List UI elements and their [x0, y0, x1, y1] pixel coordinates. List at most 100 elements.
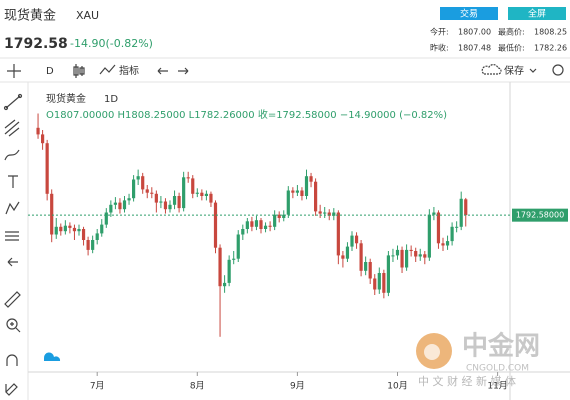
- candle-body: [145, 189, 149, 193]
- save-menu[interactable]: [529, 68, 537, 73]
- candle-body: [254, 220, 259, 227]
- stat-value: 1808.25: [534, 28, 567, 37]
- candle-body: [86, 240, 90, 250]
- candle-body: [241, 229, 245, 235]
- crosshair-tool[interactable]: [7, 64, 21, 78]
- indicators-button[interactable]: 指标: [119, 64, 139, 77]
- candle-body: [291, 190, 295, 193]
- legend-interval: 1D: [104, 94, 118, 105]
- candle-body: [195, 192, 199, 194]
- candle-body: [95, 233, 99, 240]
- candle-body: [359, 243, 363, 271]
- candle-body: [209, 193, 213, 203]
- candle-body: [332, 212, 336, 216]
- candle-body: [377, 273, 381, 290]
- interval-button[interactable]: D: [46, 66, 54, 77]
- candle-body: [436, 212, 441, 244]
- candle-body: [127, 198, 131, 201]
- candle-body: [441, 243, 445, 246]
- candle-body: [445, 241, 450, 246]
- undo-redo[interactable]: [157, 67, 189, 75]
- candle-body: [81, 229, 86, 240]
- candle-body: [132, 179, 136, 199]
- candle-body: [163, 201, 168, 210]
- instrument-name: 现货黄金: [4, 8, 56, 24]
- stat-label: 今开:: [430, 27, 449, 37]
- candle-body: [36, 127, 40, 135]
- candle-body: [409, 249, 413, 251]
- settings-button[interactable]: [552, 64, 564, 76]
- candle-body: [168, 204, 172, 210]
- trade-button-label[interactable]: 交易: [460, 8, 478, 20]
- instrument-code: XAU: [76, 9, 99, 22]
- candle-body: [50, 193, 54, 235]
- candle-body: [423, 254, 427, 258]
- candle-body: [273, 214, 277, 227]
- watermark-site: CNGOLD.COM: [466, 364, 529, 374]
- candle-body: [54, 226, 58, 235]
- candle-body: [382, 273, 386, 293]
- candle-body: [63, 225, 67, 232]
- candle-body: [250, 221, 254, 227]
- candle-body: [77, 229, 81, 232]
- watermark: 中金网 CNGOLD.COM 中 文 财 经 新 媒 体: [416, 331, 540, 388]
- candle-body: [59, 226, 63, 232]
- candle-body: [277, 214, 281, 218]
- candle-body: [304, 176, 309, 196]
- candle-body: [113, 202, 117, 205]
- candle-body: [236, 234, 240, 259]
- candle-body: [232, 258, 236, 260]
- candle-body: [282, 214, 286, 218]
- trade-button[interactable]: [440, 7, 498, 20]
- candle-body: [455, 226, 459, 228]
- candle-body: [259, 220, 263, 229]
- candle-body: [191, 178, 195, 194]
- candle-body: [159, 201, 163, 203]
- candle-body: [263, 225, 268, 229]
- stat-value: 1807.48: [458, 44, 491, 53]
- save-button[interactable]: 保存: [504, 64, 524, 77]
- candle-body: [300, 190, 304, 196]
- candle-body: [432, 212, 436, 215]
- watermark-tagline: 中 文 财 经 新 媒 体: [418, 374, 516, 388]
- candle-body: [368, 262, 372, 279]
- candle-body: [364, 262, 368, 271]
- candle-body: [400, 249, 404, 268]
- x-tick-label: 8月: [190, 381, 205, 392]
- last-price-box: [512, 208, 568, 222]
- candle-body: [141, 176, 145, 190]
- chart-type-button[interactable]: [73, 64, 85, 78]
- logo-icon: [43, 352, 61, 361]
- indicator-icon[interactable]: [99, 64, 116, 75]
- candle-body: [386, 255, 390, 293]
- candle-body: [150, 192, 154, 194]
- candle-body: [186, 177, 190, 179]
- candle-body: [213, 202, 218, 248]
- fullscreen-button-label[interactable]: 全屏: [528, 8, 546, 20]
- watermark-brand: 中金网: [462, 331, 540, 362]
- candle-body: [245, 221, 249, 229]
- candle-body: [104, 212, 108, 225]
- stat-value: 1782.26: [534, 44, 567, 53]
- candle-body: [72, 227, 77, 232]
- candle-body: [354, 235, 359, 244]
- candle-body: [68, 225, 72, 228]
- candle-body: [268, 225, 272, 227]
- price: 1792.58: [4, 36, 68, 52]
- candle-body: [309, 176, 313, 182]
- candle-body: [345, 246, 350, 259]
- legend-name: 现货黄金: [46, 92, 86, 105]
- candle-body: [286, 190, 290, 215]
- candle-body: [318, 211, 322, 214]
- fullscreen-button[interactable]: [508, 7, 566, 20]
- candle-body: [177, 196, 181, 209]
- candle-body: [418, 254, 422, 257]
- cloud-icon[interactable]: [481, 64, 502, 75]
- candle-body: [427, 214, 431, 258]
- candle-body: [327, 212, 331, 216]
- candle-body: [122, 200, 127, 210]
- x-tick-label: 7月: [90, 381, 105, 392]
- drawing-tools[interactable]: [3, 93, 23, 396]
- candle-body: [391, 255, 395, 257]
